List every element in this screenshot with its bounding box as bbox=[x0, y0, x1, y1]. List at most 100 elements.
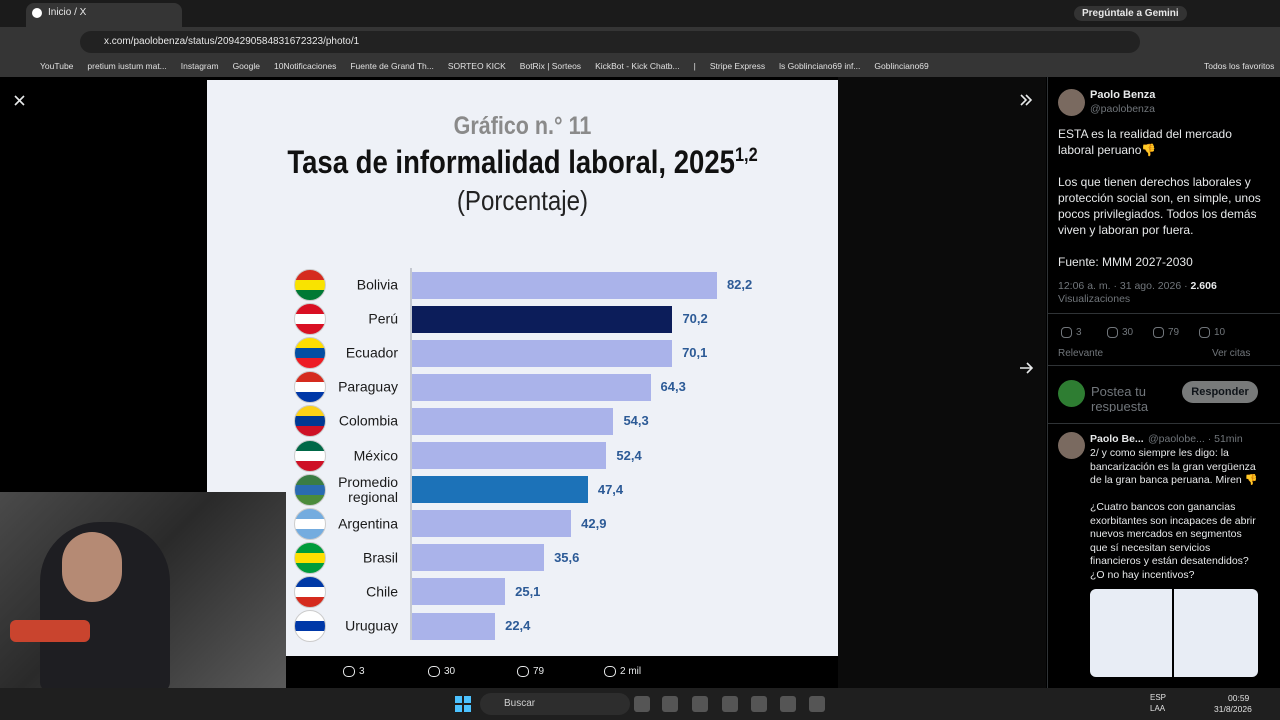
gemini-button[interactable]: Pregúntale a Gemini bbox=[1074, 6, 1187, 21]
bookmark[interactable]: Google bbox=[232, 61, 260, 71]
bookmark[interactable]: 10Notificaciones bbox=[273, 61, 337, 71]
bar bbox=[412, 373, 651, 401]
flag bbox=[294, 507, 326, 540]
bar bbox=[412, 510, 572, 538]
category-label: Argentina bbox=[338, 515, 398, 532]
bookmark[interactable]: Stripe Express bbox=[709, 61, 766, 71]
bookmark[interactable]: SORTEO KICK bbox=[447, 61, 506, 71]
bar bbox=[412, 442, 607, 469]
taskbar-app[interactable] bbox=[809, 696, 825, 712]
bookmark[interactable]: Instagram bbox=[180, 61, 219, 71]
stat-count: 3 bbox=[1076, 327, 1082, 338]
divider bbox=[1048, 423, 1280, 424]
taskbar-app[interactable] bbox=[662, 696, 678, 712]
tweet-text: Fuente: MMM 2027-2030 bbox=[1058, 255, 1193, 269]
bar bbox=[412, 407, 614, 435]
timestamp-text: 12:06 a. m. · 31 ago. 2026 · bbox=[1058, 280, 1191, 292]
webcam-face bbox=[62, 532, 122, 602]
all-bookmarks[interactable]: Todos los favoritos bbox=[1204, 61, 1275, 71]
bookmark[interactable]: pretium iustum mat... bbox=[87, 61, 167, 71]
webcam-mic bbox=[10, 620, 90, 642]
quotes[interactable]: Ver citas bbox=[1212, 348, 1251, 359]
reply-input[interactable]: Postea tu respuesta bbox=[1091, 384, 1149, 412]
bookmark[interactable]: KickBot - Kick Chatb... bbox=[595, 61, 680, 71]
value-label: 70,2 bbox=[682, 311, 708, 327]
value-label: 64,3 bbox=[660, 379, 686, 395]
reply-avatar bbox=[1058, 380, 1085, 407]
action-icon[interactable] bbox=[343, 666, 355, 677]
action-icon[interactable] bbox=[517, 666, 529, 677]
bar bbox=[412, 544, 545, 572]
tweet-text: ESTA es la realidad del mercado laboral … bbox=[1058, 127, 1232, 157]
stat-count: 79 bbox=[1168, 327, 1180, 338]
divider bbox=[1048, 365, 1280, 366]
flag bbox=[294, 473, 326, 506]
reply-author-avatar bbox=[1058, 432, 1085, 459]
category-label: Paraguay bbox=[338, 378, 398, 395]
value-label: 70,1 bbox=[682, 345, 708, 361]
reply-button[interactable]: Responder bbox=[1182, 381, 1258, 403]
avatar[interactable] bbox=[1058, 89, 1085, 116]
category-label: México bbox=[353, 447, 398, 463]
taskbar-app[interactable] bbox=[780, 696, 796, 712]
bookmarks: YouTube pretium iustum mat... Instagram Goo… bbox=[40, 61, 929, 71]
taskbar-app[interactable] bbox=[751, 696, 767, 712]
stat-icon[interactable] bbox=[1107, 327, 1118, 338]
taskbar-app[interactable] bbox=[692, 696, 708, 712]
bookmark[interactable]: BotRix | Sorteos bbox=[519, 61, 582, 71]
bar bbox=[412, 612, 496, 640]
value-label: 35,6 bbox=[554, 549, 580, 565]
category-label: Chile bbox=[366, 583, 398, 600]
value-label: 22,4 bbox=[505, 618, 531, 633]
address-bar[interactable] bbox=[80, 31, 1140, 53]
value-label: 54,3 bbox=[623, 413, 649, 429]
action-count: 2 mil bbox=[620, 666, 642, 677]
taskbar-lang: ESP bbox=[1150, 693, 1167, 702]
bookmark[interactable]: YouTube bbox=[40, 61, 74, 71]
taskbar-app[interactable] bbox=[634, 696, 650, 712]
tweet-text: Los que tienen derechos laborales y prot… bbox=[1058, 175, 1261, 237]
bookmark[interactable]: | bbox=[693, 61, 696, 71]
stat-icon[interactable] bbox=[1153, 327, 1164, 338]
url: x.com/paolobenza/status/2094290584831672… bbox=[104, 36, 360, 47]
sort[interactable]: Relevante bbox=[1058, 348, 1104, 359]
taskbar-search[interactable] bbox=[480, 693, 630, 715]
stat-count: 30 bbox=[1122, 327, 1134, 338]
bookmark[interactable]: ls Goblinciano69 inf... bbox=[779, 61, 861, 71]
backdrop-column bbox=[838, 77, 1046, 688]
action-count: 79 bbox=[533, 666, 545, 677]
action-icon[interactable] bbox=[428, 666, 440, 677]
value-label: 47,4 bbox=[597, 481, 624, 497]
bookmark[interactable]: Fuente de Grand Th... bbox=[350, 61, 434, 71]
flag bbox=[294, 405, 326, 438]
flag bbox=[294, 610, 326, 642]
reply-text: ¿Cuatro bancos con ganancias exorbitante… bbox=[1090, 501, 1256, 581]
flag bbox=[294, 541, 326, 574]
timestamp: 12:06 a. m. · 31 ago. 2026 · 2.606 bbox=[1058, 280, 1217, 292]
bar bbox=[412, 305, 673, 333]
reply-image[interactable] bbox=[1174, 589, 1258, 677]
flag bbox=[294, 371, 326, 404]
stat-icon[interactable] bbox=[1199, 327, 1210, 338]
tab-strip bbox=[0, 0, 1280, 27]
chart-kicker: Gráfico n.° 11 bbox=[453, 112, 592, 140]
stat-icon[interactable] bbox=[1061, 327, 1072, 338]
author[interactable]: Paolo Benza bbox=[1090, 89, 1156, 101]
taskbar-app[interactable] bbox=[722, 696, 738, 712]
value-label: 25,1 bbox=[515, 583, 541, 599]
category-label: Bolivia bbox=[356, 276, 398, 293]
reply-image[interactable] bbox=[1090, 589, 1172, 677]
divider bbox=[1048, 313, 1280, 314]
reply-author[interactable]: Paolo Be... bbox=[1090, 433, 1144, 445]
handle: @paolobenza bbox=[1090, 103, 1155, 115]
category-label: Promedio regional bbox=[338, 473, 398, 505]
reply-meta: @paolobe... · 51min bbox=[1148, 433, 1243, 445]
action-icon[interactable] bbox=[604, 666, 616, 677]
close-icon[interactable] bbox=[14, 95, 25, 106]
bookmark[interactable]: Goblinciano69 bbox=[874, 61, 929, 71]
active-tab[interactable] bbox=[26, 3, 182, 27]
views-label: Visualizaciones bbox=[1058, 293, 1131, 305]
bar bbox=[412, 476, 588, 504]
taskbar-date: 31/8/2026 bbox=[1214, 704, 1252, 714]
